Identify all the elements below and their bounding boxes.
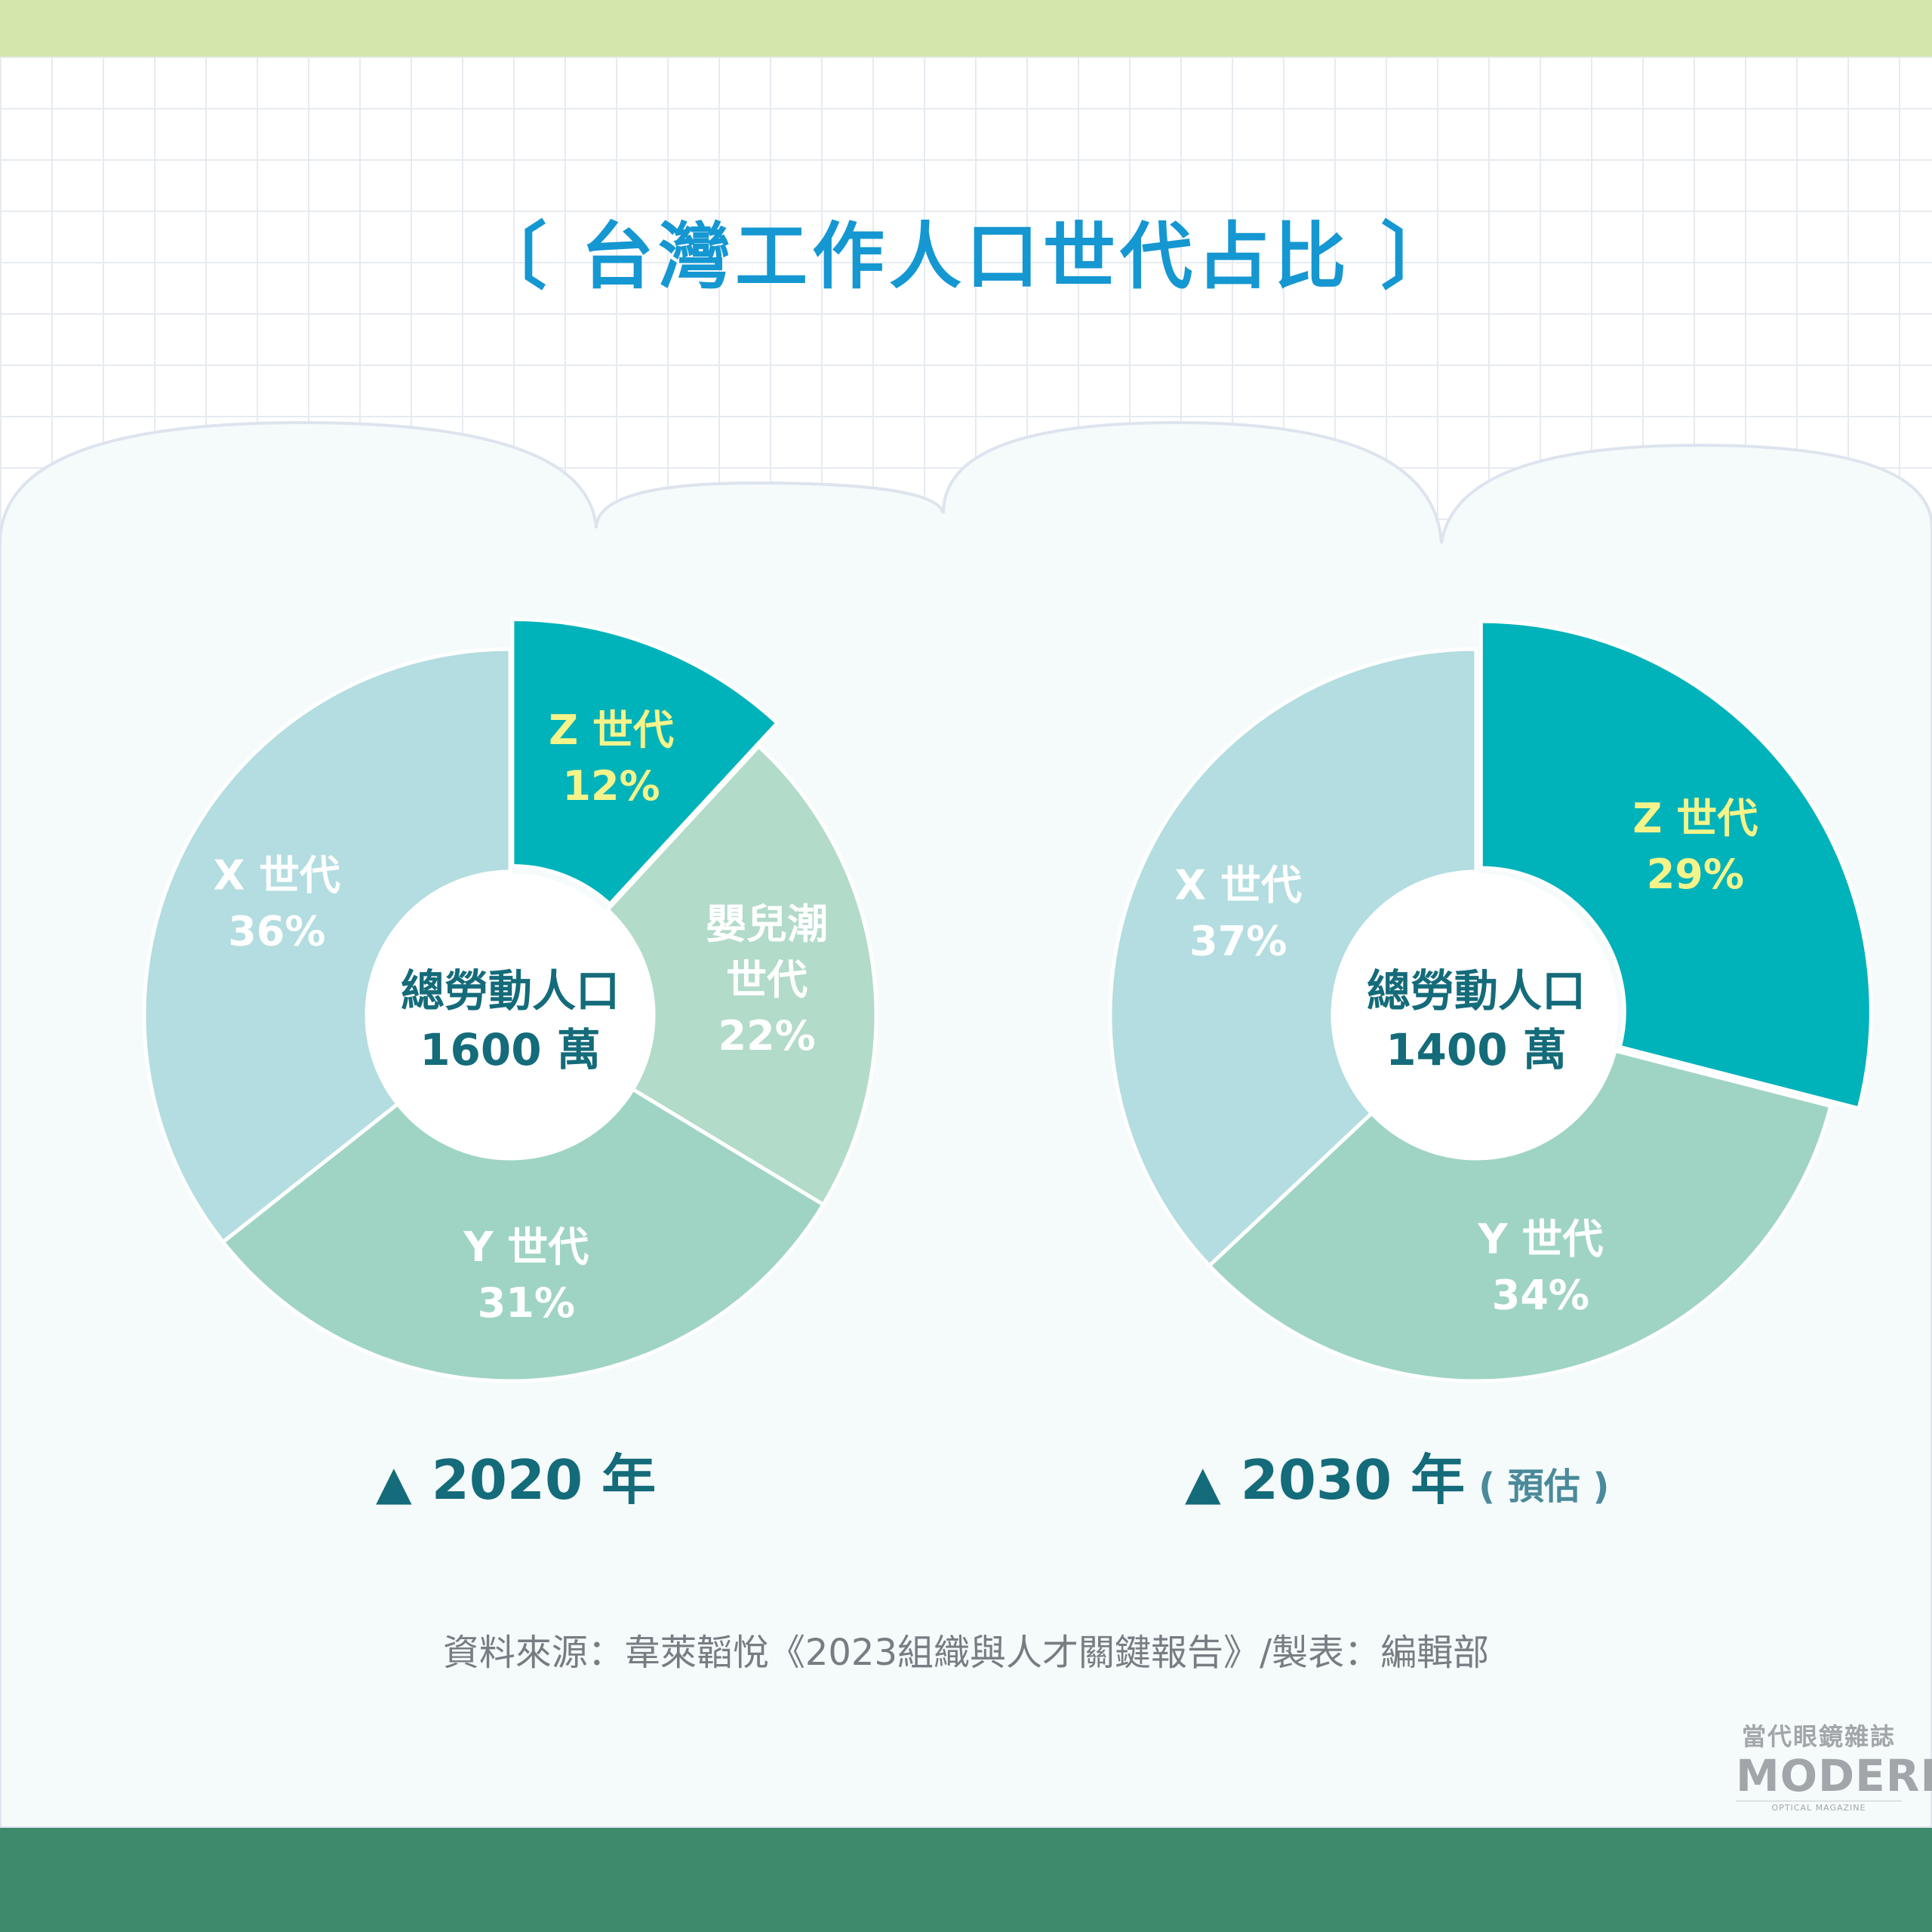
slice-value-1-2: 37%: [1189, 918, 1287, 965]
magazine-logo: 當代眼鏡雜誌 MODERN OPTICAL MAGAZINE: [1736, 1718, 1932, 1813]
slice-value-0-0: 12%: [562, 762, 660, 810]
slice-label-1-0-0: Z 世代: [1632, 795, 1758, 842]
bottom-band: [0, 1828, 1932, 1932]
year-text: 2030 年: [1240, 1448, 1466, 1512]
center-label-1-0: 總勞動人口: [1367, 965, 1586, 1017]
page-title: 〔 台灣工作人口世代占比 〕: [474, 214, 1458, 299]
donut-center-1: [1334, 873, 1618, 1157]
year-label-2030: ▲ 2030 年 ( 預估 ): [1185, 1435, 1609, 1515]
slice-value-1-0: 29%: [1647, 851, 1744, 898]
center-label-0-1: 1600 萬: [420, 1024, 601, 1075]
pie-slice-1-1: [1206, 1048, 1833, 1383]
slice-label-0-1-0: 嬰兒潮: [706, 900, 828, 948]
center-label-1-1: 1400 萬: [1386, 1024, 1567, 1075]
slice-label-1-2-0: X 世代: [1175, 862, 1302, 909]
year-text: 2020 年: [431, 1448, 657, 1512]
slice-label-1-1-0: Y 世代: [1477, 1216, 1603, 1263]
slice-label-0-1-1: 世代: [726, 956, 808, 1004]
slice-label-0-3-0: X 世代: [214, 851, 340, 899]
year-note: ( 預估 ): [1478, 1466, 1610, 1508]
triangle-icon: ▲: [376, 1455, 412, 1510]
donut-center-0: [368, 873, 652, 1157]
pie-slice-0-1: [605, 743, 878, 1208]
slice-value-0-3: 36%: [228, 907, 325, 955]
logo-chinese: 當代眼鏡雜誌: [1741, 1722, 1896, 1751]
year-label-2020: ▲ 2020 年: [376, 1435, 656, 1515]
pie-slice-1-0: [1478, 619, 1873, 1111]
slice-value-0-2: 31%: [478, 1279, 575, 1327]
pie-slice-1-2: [1108, 647, 1478, 1269]
center-label-0-0: 總勞動人口: [401, 965, 620, 1017]
slice-label-0-2-0: Y 世代: [463, 1223, 589, 1271]
logo-subtitle: OPTICAL MAGAZINE: [1736, 1801, 1902, 1813]
pie-chart-2030: Z 世代 29% Y 世代 34% X 世代 37% 總勞動人口 1400 萬: [1108, 619, 1873, 1383]
pie-slice-0-3: [142, 647, 512, 1245]
top-band: [0, 0, 1932, 57]
slice-label-0-0-0: Z 世代: [549, 706, 674, 754]
pie-slice-0-2: [220, 1086, 826, 1383]
logo-english: MODERN: [1736, 1750, 1932, 1801]
source-note: 資料來源：韋萊韜悅《2023組織與人才關鍵報告》/製表：編輯部: [442, 1632, 1490, 1674]
slice-value-0-1: 22%: [718, 1012, 816, 1060]
slice-value-1-1: 34%: [1492, 1272, 1589, 1319]
triangle-icon: ▲: [1185, 1455, 1221, 1510]
pie-slice-0-0: [510, 617, 780, 907]
